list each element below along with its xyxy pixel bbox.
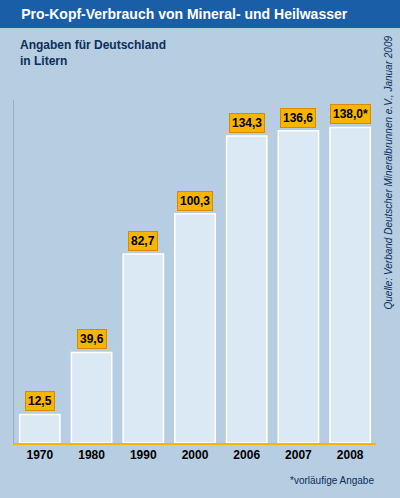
- svg-text:100,3: 100,3: [180, 194, 210, 208]
- svg-text:134,3: 134,3: [232, 116, 262, 130]
- svg-text:136,6: 136,6: [283, 111, 313, 125]
- svg-text:Angaben für Deutschlandin Lite: Angaben für Deutschlandin Litern: [20, 38, 166, 68]
- svg-text:Quelle: Verband Deutscher Mine: Quelle: Verband Deutscher Mineralbrunnen…: [383, 36, 394, 310]
- svg-text:2000: 2000: [182, 448, 209, 462]
- svg-text:1980: 1980: [78, 448, 105, 462]
- svg-text:39,6: 39,6: [80, 332, 104, 346]
- svg-text:1970: 1970: [27, 448, 54, 462]
- svg-text:1990: 1990: [130, 448, 157, 462]
- svg-text:2008: 2008: [337, 448, 364, 462]
- svg-text:2006: 2006: [233, 448, 260, 462]
- svg-text:82,7: 82,7: [131, 234, 155, 248]
- svg-text:*vorläufige Angabe: *vorläufige Angabe: [290, 475, 374, 486]
- svg-text:Pro-Kopf-Verbrauch von Mineral: Pro-Kopf-Verbrauch von Mineral- und Heil…: [21, 6, 348, 22]
- svg-text:12,5: 12,5: [28, 394, 52, 408]
- svg-text:2007: 2007: [285, 448, 312, 462]
- svg-text:138,0*: 138,0*: [333, 107, 368, 121]
